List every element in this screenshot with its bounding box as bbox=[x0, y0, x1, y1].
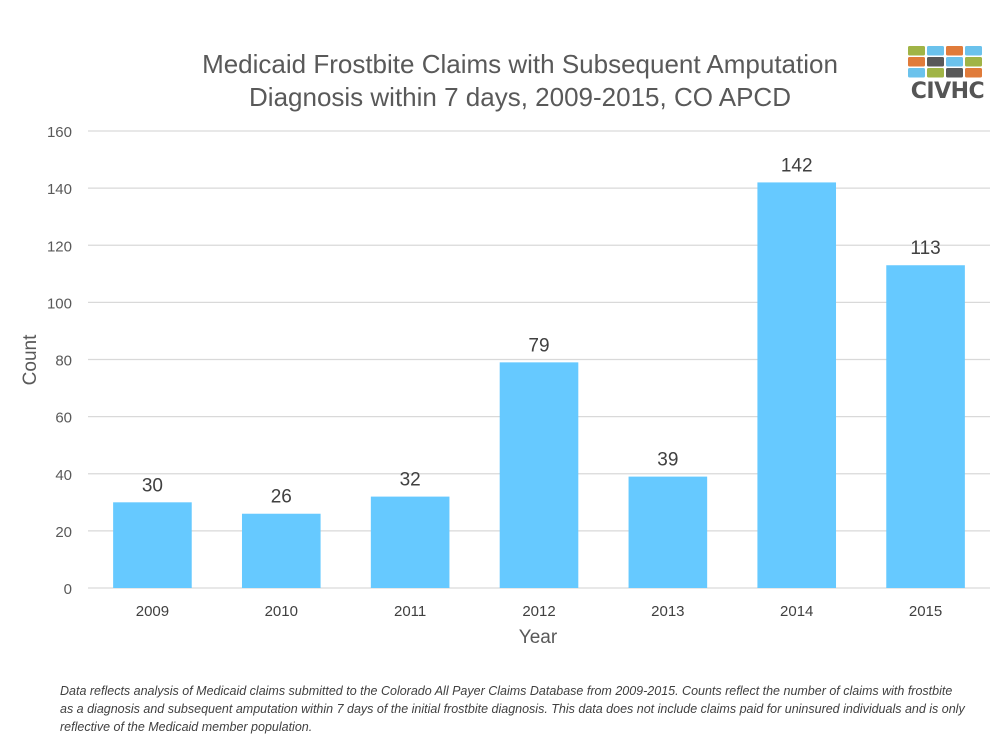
bar-2013 bbox=[628, 476, 708, 588]
y-tick-label: 40 bbox=[55, 467, 72, 484]
logo-tiles-icon bbox=[908, 46, 982, 78]
logo-tile bbox=[927, 46, 944, 56]
x-tick-label: 2012 bbox=[522, 603, 555, 620]
x-tick-label: 2011 bbox=[394, 603, 426, 620]
x-axis-ticks: 2009 2010 2011 2012 2013 2014 2015 bbox=[136, 603, 943, 620]
bars bbox=[113, 182, 965, 588]
logo-tile bbox=[927, 57, 944, 67]
bar-2012 bbox=[499, 362, 579, 588]
data-label: 32 bbox=[400, 470, 421, 491]
x-tick-label: 2013 bbox=[651, 603, 684, 620]
y-tick-label: 80 bbox=[55, 353, 72, 370]
bar-chart: 0 20 40 60 80 100 120 140 160 30 26 32 79 39 142 113 2… bbox=[20, 124, 990, 648]
logo-tile bbox=[965, 46, 982, 56]
logo-tile bbox=[965, 57, 982, 67]
x-tick-label: 2015 bbox=[909, 603, 942, 620]
x-axis-label: Year bbox=[519, 627, 558, 648]
bar-2014 bbox=[757, 182, 837, 588]
y-tick-label: 0 bbox=[64, 581, 72, 598]
y-axis-ticks: 0 20 40 60 80 100 120 140 160 bbox=[47, 124, 72, 598]
data-label: 30 bbox=[142, 475, 163, 496]
civhc-logo: CIVHC bbox=[905, 46, 990, 106]
logo-tile bbox=[908, 68, 925, 78]
chart-title: Medicaid Frostbite Claims with Subsequen… bbox=[120, 48, 920, 114]
y-tick-label: 120 bbox=[47, 238, 72, 255]
y-tick-label: 140 bbox=[47, 181, 72, 198]
bar-2010 bbox=[241, 513, 321, 588]
x-tick-label: 2009 bbox=[136, 603, 169, 620]
chart-title-line-1: Medicaid Frostbite Claims with Subsequen… bbox=[202, 49, 838, 79]
data-label: 26 bbox=[271, 487, 292, 508]
footnote: Data reflects analysis of Medicaid claim… bbox=[60, 684, 965, 734]
logo-tile bbox=[927, 68, 944, 78]
data-label: 113 bbox=[910, 238, 940, 259]
logo-tile bbox=[946, 57, 963, 67]
data-label: 142 bbox=[781, 155, 813, 176]
y-tick-label: 100 bbox=[47, 295, 72, 312]
data-label: 79 bbox=[528, 335, 549, 356]
logo-tile bbox=[965, 68, 982, 78]
logo-tile bbox=[908, 46, 925, 56]
logo-tile bbox=[908, 57, 925, 67]
x-tick-label: 2014 bbox=[780, 603, 813, 620]
x-tick-label: 2010 bbox=[265, 603, 298, 620]
logo-tile bbox=[946, 46, 963, 56]
bar-2011 bbox=[370, 496, 450, 588]
y-tick-label: 60 bbox=[55, 410, 72, 427]
data-label: 39 bbox=[657, 450, 678, 471]
chart-title-line-2: Diagnosis within 7 days, 2009-2015, CO A… bbox=[249, 82, 791, 112]
y-tick-label: 20 bbox=[55, 524, 72, 541]
logo-text: CIVHC bbox=[910, 79, 985, 104]
bar-2015 bbox=[886, 265, 965, 588]
logo-tile bbox=[946, 68, 963, 78]
y-axis-label: Count bbox=[20, 334, 41, 385]
y-tick-label: 160 bbox=[47, 124, 72, 141]
bar-2009 bbox=[113, 502, 192, 588]
data-labels: 30 26 32 79 39 142 113 bbox=[142, 155, 941, 507]
